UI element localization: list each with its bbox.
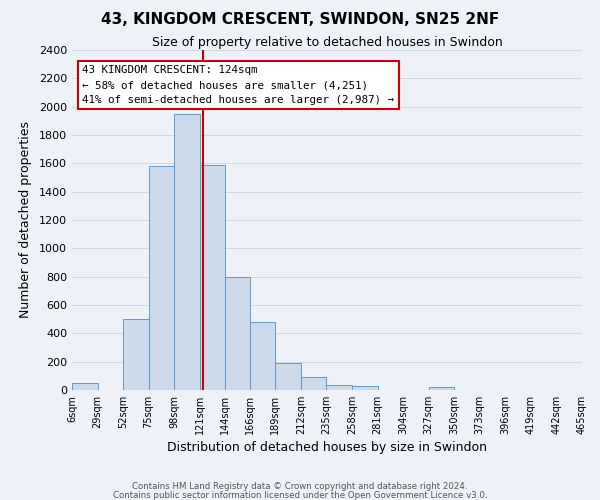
- Bar: [123, 319, 149, 390]
- Bar: [352, 386, 377, 390]
- Bar: [275, 363, 301, 390]
- Bar: [149, 166, 174, 390]
- Bar: [326, 385, 352, 390]
- Bar: [428, 387, 454, 390]
- Text: Contains public sector information licensed under the Open Government Licence v3: Contains public sector information licen…: [113, 490, 487, 500]
- Text: 43, KINGDOM CRESCENT, SWINDON, SN25 2NF: 43, KINGDOM CRESCENT, SWINDON, SN25 2NF: [101, 12, 499, 28]
- Y-axis label: Number of detached properties: Number of detached properties: [19, 122, 32, 318]
- Bar: [250, 322, 275, 390]
- Bar: [200, 165, 226, 390]
- Bar: [226, 276, 250, 390]
- Bar: [301, 378, 326, 390]
- Bar: [72, 383, 98, 390]
- Title: Size of property relative to detached houses in Swindon: Size of property relative to detached ho…: [152, 36, 502, 49]
- Text: 43 KINGDOM CRESCENT: 124sqm
← 58% of detached houses are smaller (4,251)
41% of : 43 KINGDOM CRESCENT: 124sqm ← 58% of det…: [82, 66, 394, 105]
- Text: Contains HM Land Registry data © Crown copyright and database right 2024.: Contains HM Land Registry data © Crown c…: [132, 482, 468, 491]
- X-axis label: Distribution of detached houses by size in Swindon: Distribution of detached houses by size …: [167, 441, 487, 454]
- Bar: [174, 114, 200, 390]
